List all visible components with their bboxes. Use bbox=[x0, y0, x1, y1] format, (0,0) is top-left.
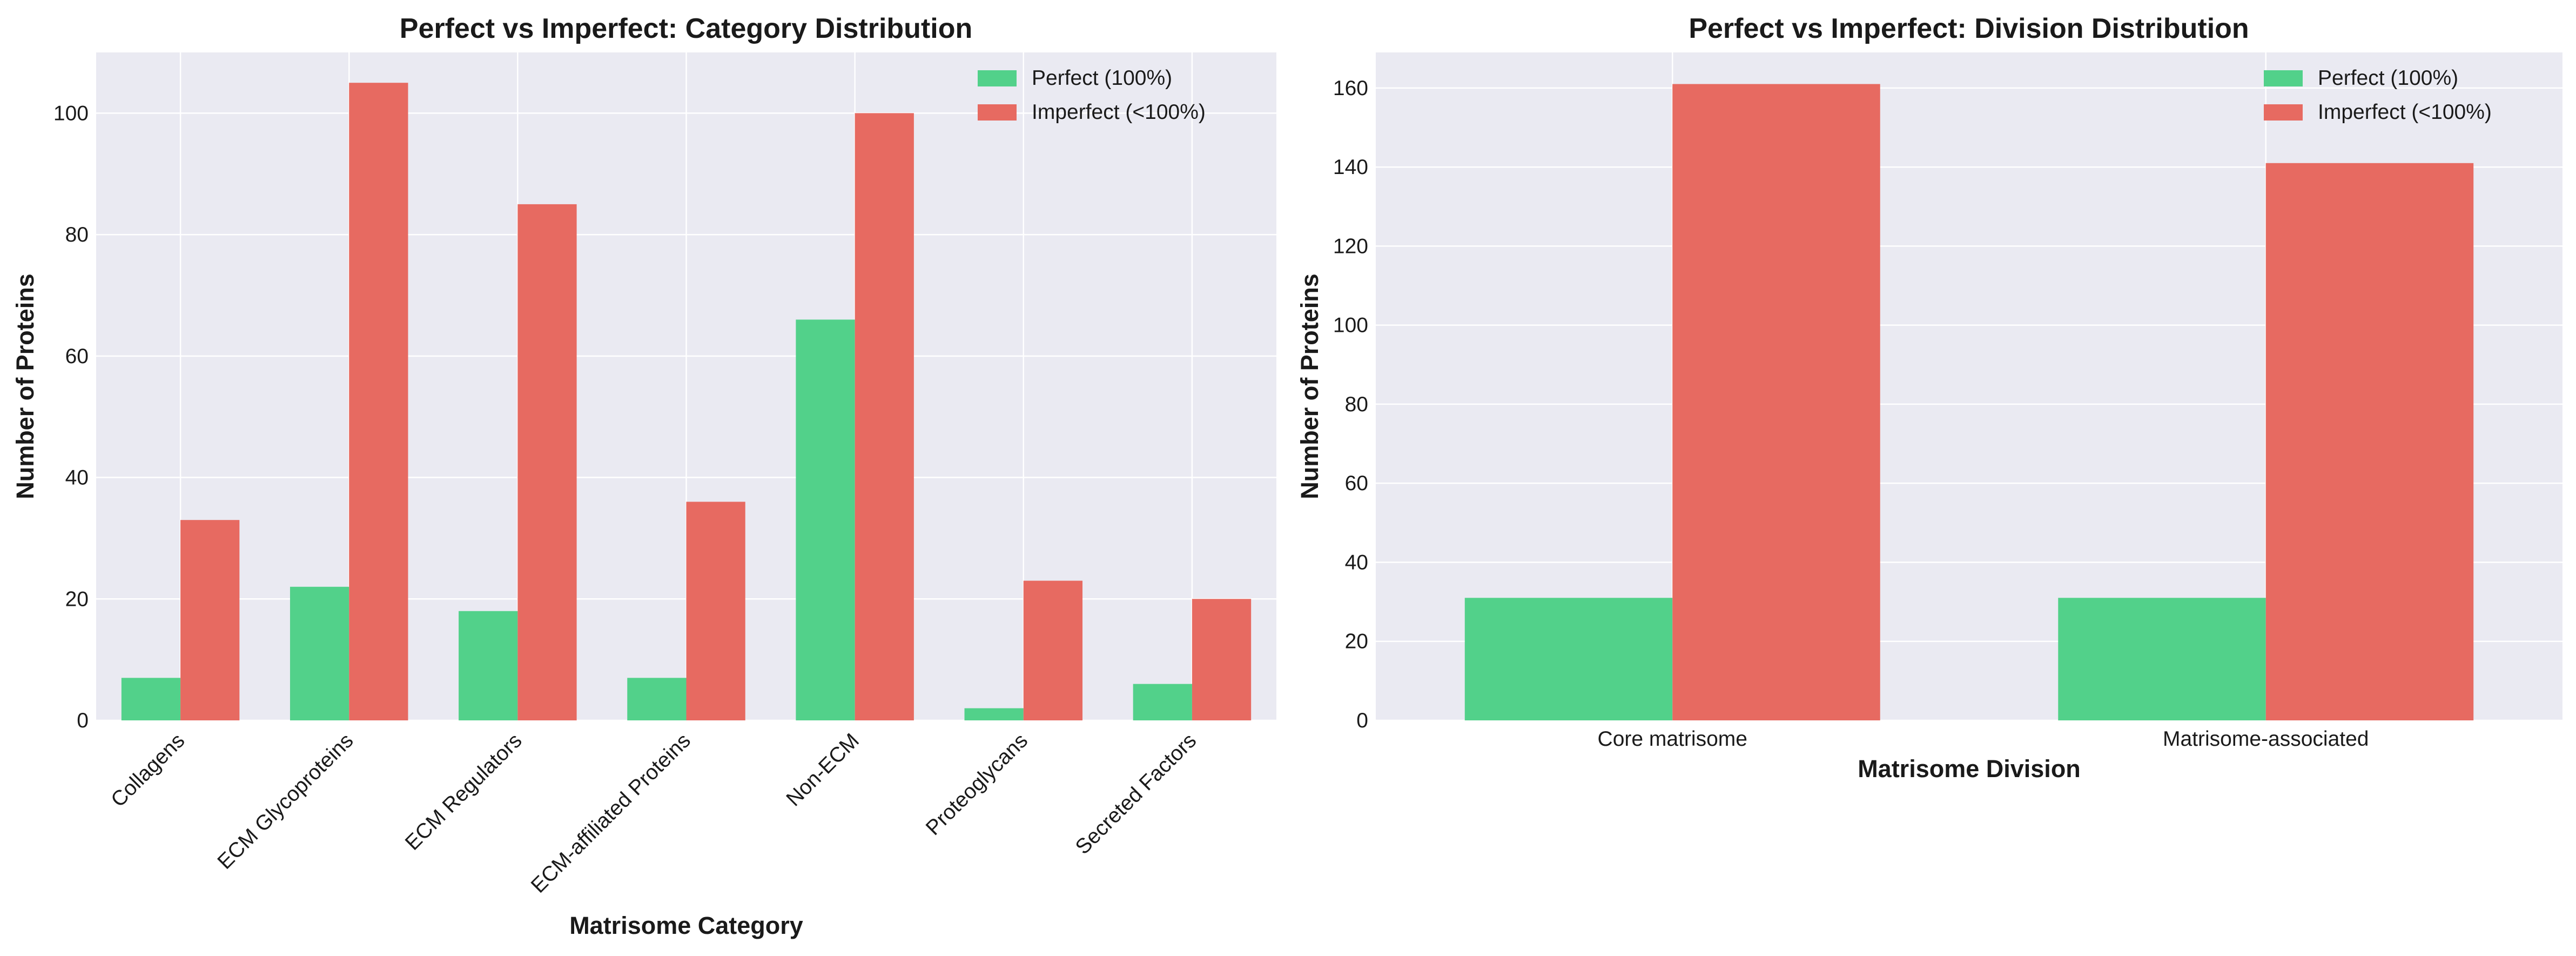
bar-perfect-100-matrisome-associated bbox=[2058, 598, 2266, 720]
y-tick-label: 120 bbox=[1333, 235, 1368, 258]
legend-label: Imperfect (<100%) bbox=[1032, 101, 1206, 124]
bar-perfect-100-collagens bbox=[121, 678, 181, 720]
bar-perfect-100-core-matrisome bbox=[1464, 598, 1673, 720]
y-tick-label: 80 bbox=[65, 223, 89, 246]
chart-title: Perfect vs Imperfect: Category Distribut… bbox=[400, 13, 972, 44]
x-axis-label: Matrisome Division bbox=[1858, 755, 2081, 783]
y-tick-label: 40 bbox=[65, 466, 89, 490]
x-tick-label: ECM Regulators bbox=[401, 729, 527, 855]
legend-swatch-perfect-100 bbox=[978, 70, 1017, 86]
bar-imperfect-100-ecm-affiliated-proteins bbox=[686, 502, 745, 720]
x-tick-label: Secreted Factors bbox=[1071, 729, 1201, 859]
legend: Perfect (100%) Imperfect (<100%) bbox=[2264, 66, 2492, 124]
y-tick-label: 20 bbox=[1345, 630, 1368, 653]
bar-perfect-100-secreted-factors bbox=[1133, 684, 1192, 720]
y-tick-label: 80 bbox=[1345, 393, 1368, 416]
bar-perfect-100-proteoglycans bbox=[964, 708, 1024, 720]
x-tick-label: ECM Glycoproteins bbox=[213, 729, 358, 874]
bar-imperfect-100-secreted-factors bbox=[1192, 599, 1252, 720]
bar-perfect-100-ecm-regulators bbox=[459, 611, 518, 720]
y-tick-label: 60 bbox=[65, 345, 89, 368]
y-axis-label: Number of Proteins bbox=[1296, 273, 1323, 499]
y-tick-label: 0 bbox=[1356, 709, 1368, 732]
y-tick-label: 140 bbox=[1333, 156, 1368, 179]
x-axis-label: Matrisome Category bbox=[569, 912, 803, 939]
y-tick-label: 100 bbox=[53, 102, 89, 125]
y-tick-label: 40 bbox=[1345, 551, 1368, 574]
x-tick-label: Proteoglycans bbox=[922, 729, 1032, 840]
bar-perfect-100-ecm-affiliated-proteins bbox=[627, 678, 687, 720]
legend-swatch-imperfect-100 bbox=[978, 104, 1017, 121]
bar-imperfect-100-matrisome-associated bbox=[2265, 163, 2474, 721]
bar-imperfect-100-collagens bbox=[180, 520, 240, 720]
y-tick-label: 160 bbox=[1333, 77, 1368, 100]
bar-perfect-100-non-ecm bbox=[796, 319, 855, 720]
y-tick-label: 0 bbox=[77, 709, 89, 732]
y-axis-label: Number of Proteins bbox=[11, 273, 39, 499]
bar-imperfect-100-core-matrisome bbox=[1672, 84, 1880, 720]
x-tick-label: Non-ECM bbox=[782, 729, 864, 811]
bar-imperfect-100-ecm-regulators bbox=[517, 204, 577, 721]
legend-label: Perfect (100%) bbox=[1032, 66, 1172, 90]
legend-swatch-imperfect-100 bbox=[2264, 104, 2303, 121]
y-tick-label: 20 bbox=[65, 587, 89, 611]
y-tick-label: 100 bbox=[1333, 314, 1368, 337]
legend-swatch-perfect-100 bbox=[2264, 70, 2303, 86]
bar-imperfect-100-proteoglycans bbox=[1023, 580, 1083, 720]
x-tick-label: ECM-affiliated Proteins bbox=[527, 729, 695, 898]
x-tick-label: Matrisome-associated bbox=[2163, 727, 2369, 751]
legend-label: Perfect (100%) bbox=[2318, 66, 2458, 90]
legend: Perfect (100%) Imperfect (<100%) bbox=[978, 66, 1206, 124]
chart-title: Perfect vs Imperfect: Division Distribut… bbox=[1689, 13, 2249, 44]
x-tick-label: Collagens bbox=[106, 729, 189, 812]
bar-imperfect-100-non-ecm bbox=[855, 113, 914, 720]
bar-imperfect-100-ecm-glycoproteins bbox=[349, 83, 408, 720]
legend-label: Imperfect (<100%) bbox=[2318, 101, 2492, 124]
division-distribution-chart: 0 20 40 60 80 100 120 140 160 Core matrisome Matri… bbox=[1296, 13, 2562, 783]
category-distribution-chart: 0 20 40 60 80 100 Collagens ECM Glycoproteins EC… bbox=[11, 13, 1276, 939]
y-tick-label: 60 bbox=[1345, 472, 1368, 495]
x-tick-label: Core matrisome bbox=[1598, 727, 1747, 751]
bar-perfect-100-ecm-glycoproteins bbox=[290, 586, 349, 720]
